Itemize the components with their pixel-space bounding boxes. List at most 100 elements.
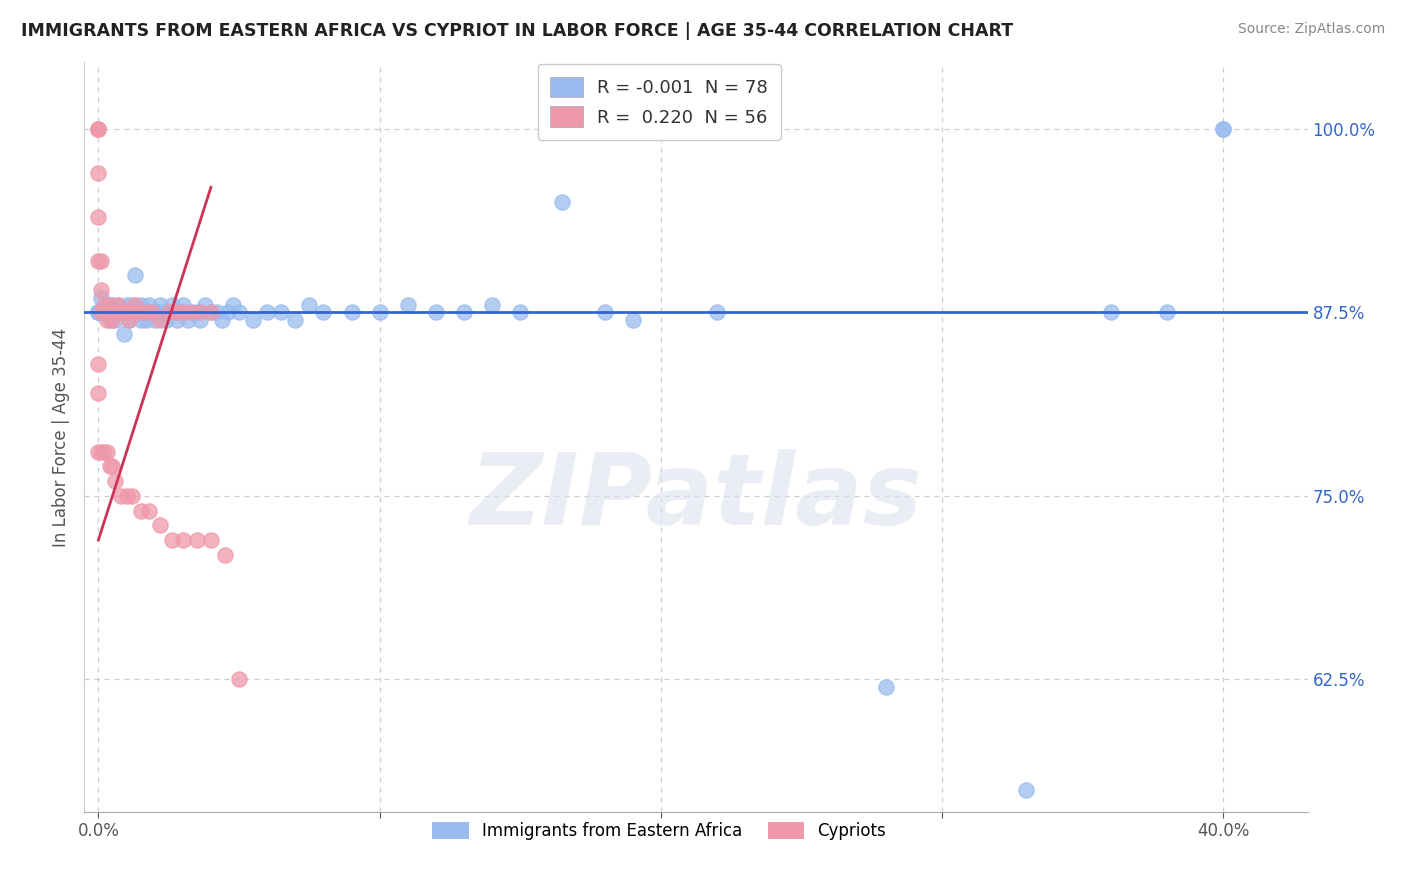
Point bbox=[93, 298, 115, 312]
Point bbox=[87, 357, 110, 371]
Point bbox=[135, 305, 157, 319]
Point bbox=[87, 121, 110, 136]
Point bbox=[129, 305, 152, 319]
Point bbox=[115, 305, 138, 319]
Point bbox=[188, 305, 211, 319]
Point bbox=[98, 305, 121, 319]
Point bbox=[127, 305, 149, 319]
Text: ZIPatlas: ZIPatlas bbox=[470, 449, 922, 546]
Point bbox=[214, 548, 236, 562]
Point bbox=[115, 489, 138, 503]
Point bbox=[621, 312, 644, 326]
Point bbox=[98, 312, 121, 326]
Point bbox=[1099, 305, 1122, 319]
Point bbox=[200, 305, 222, 319]
Point bbox=[149, 298, 172, 312]
Point bbox=[96, 444, 118, 458]
Point bbox=[284, 312, 307, 326]
Point bbox=[87, 210, 110, 224]
Point bbox=[396, 298, 419, 312]
Point bbox=[101, 312, 124, 326]
Point bbox=[200, 305, 222, 319]
Point bbox=[104, 312, 127, 326]
Point bbox=[1156, 305, 1178, 319]
Point bbox=[166, 312, 188, 326]
Point bbox=[169, 305, 191, 319]
Point bbox=[104, 474, 127, 488]
Point bbox=[115, 305, 138, 319]
Point bbox=[87, 121, 110, 136]
Point bbox=[104, 305, 127, 319]
Point bbox=[143, 305, 166, 319]
Point bbox=[129, 503, 152, 517]
Point bbox=[135, 312, 157, 326]
Point bbox=[90, 444, 112, 458]
Point bbox=[96, 298, 118, 312]
Point bbox=[706, 305, 728, 319]
Point bbox=[110, 305, 132, 319]
Point bbox=[425, 305, 447, 319]
Point bbox=[149, 312, 172, 326]
Point bbox=[124, 305, 146, 319]
Point bbox=[172, 305, 194, 319]
Point bbox=[368, 305, 391, 319]
Point bbox=[90, 283, 112, 297]
Point bbox=[132, 305, 155, 319]
Point bbox=[87, 444, 110, 458]
Point bbox=[87, 121, 110, 136]
Point bbox=[228, 305, 250, 319]
Point bbox=[222, 298, 245, 312]
Point bbox=[152, 305, 174, 319]
Point bbox=[453, 305, 475, 319]
Point bbox=[98, 459, 121, 474]
Point bbox=[90, 291, 112, 305]
Point bbox=[172, 533, 194, 547]
Point bbox=[180, 305, 202, 319]
Point bbox=[96, 312, 118, 326]
Point bbox=[93, 305, 115, 319]
Point bbox=[112, 305, 135, 319]
Point bbox=[87, 166, 110, 180]
Point bbox=[96, 305, 118, 319]
Point bbox=[149, 518, 172, 533]
Point bbox=[121, 305, 143, 319]
Point bbox=[110, 305, 132, 319]
Point bbox=[163, 305, 186, 319]
Point bbox=[200, 533, 222, 547]
Point bbox=[115, 298, 138, 312]
Text: IMMIGRANTS FROM EASTERN AFRICA VS CYPRIOT IN LABOR FORCE | AGE 35-44 CORRELATION: IMMIGRANTS FROM EASTERN AFRICA VS CYPRIO… bbox=[21, 22, 1014, 40]
Point bbox=[93, 444, 115, 458]
Point bbox=[104, 305, 127, 319]
Point bbox=[101, 298, 124, 312]
Point bbox=[155, 312, 177, 326]
Point bbox=[188, 312, 211, 326]
Point bbox=[340, 305, 363, 319]
Point bbox=[211, 312, 233, 326]
Point bbox=[98, 298, 121, 312]
Point bbox=[87, 305, 110, 319]
Point bbox=[129, 312, 152, 326]
Point bbox=[121, 298, 143, 312]
Point bbox=[112, 305, 135, 319]
Y-axis label: In Labor Force | Age 35-44: In Labor Force | Age 35-44 bbox=[52, 327, 70, 547]
Point bbox=[107, 298, 129, 312]
Point bbox=[87, 305, 110, 319]
Point bbox=[160, 298, 183, 312]
Point bbox=[87, 386, 110, 401]
Point bbox=[96, 305, 118, 319]
Point bbox=[217, 305, 239, 319]
Point bbox=[172, 298, 194, 312]
Point bbox=[875, 680, 897, 694]
Text: Source: ZipAtlas.com: Source: ZipAtlas.com bbox=[1237, 22, 1385, 37]
Point bbox=[270, 305, 292, 319]
Point bbox=[228, 673, 250, 687]
Point bbox=[93, 305, 115, 319]
Point bbox=[242, 312, 264, 326]
Point bbox=[98, 305, 121, 319]
Point bbox=[87, 305, 110, 319]
Point bbox=[90, 253, 112, 268]
Point bbox=[551, 194, 574, 209]
Point bbox=[141, 305, 163, 319]
Point bbox=[1212, 121, 1234, 136]
Point bbox=[129, 298, 152, 312]
